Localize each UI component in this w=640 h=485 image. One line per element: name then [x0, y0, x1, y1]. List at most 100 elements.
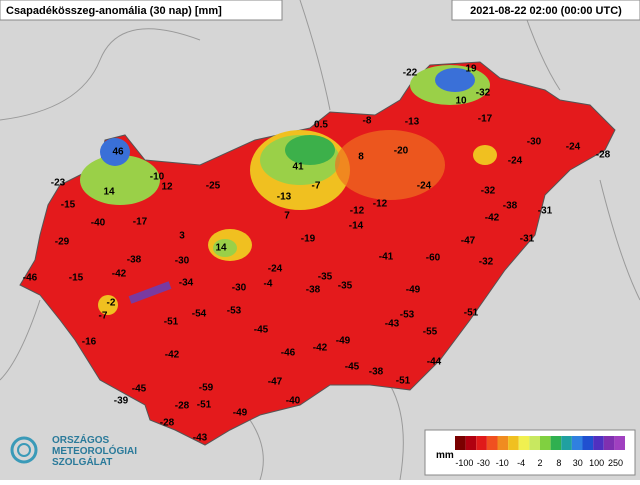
station-value: -2 [107, 298, 116, 309]
station-value: -51 [164, 317, 179, 328]
station-value: -49 [336, 336, 351, 347]
station-value: -47 [461, 236, 476, 247]
station-value: -7 [99, 311, 108, 322]
logo: ORSZÁGOS METEOROLÓGIAI SZOLGÁLAT [10, 433, 137, 468]
station-value: -38 [503, 201, 518, 212]
legend-swatch [486, 436, 498, 450]
station-value: -46 [23, 273, 38, 284]
legend-swatch [571, 436, 583, 450]
station-value: -38 [306, 285, 321, 296]
station-value: -45 [345, 362, 360, 373]
station-value: -30 [527, 137, 542, 148]
station-value: 14 [215, 243, 227, 254]
station-value: -49 [406, 285, 421, 296]
legend-swatch [455, 436, 466, 450]
country [19, 61, 616, 446]
legend-label: 8 [556, 458, 561, 468]
station-value: -30 [232, 283, 247, 294]
station-value: -38 [369, 367, 384, 378]
legend-swatch [465, 436, 477, 450]
station-value: 14 [103, 187, 115, 198]
legend-swatch [614, 436, 625, 450]
legend-swatch [508, 436, 519, 450]
station-value: -51 [197, 400, 212, 411]
legend-label: -4 [517, 458, 525, 468]
station-value: 41 [292, 162, 304, 173]
legend-swatch [550, 436, 562, 450]
station-value: -54 [192, 309, 207, 320]
station-value: -35 [318, 272, 333, 283]
station-value: -30 [175, 256, 190, 267]
station-value: -32 [479, 257, 494, 268]
station-value: -47 [268, 377, 283, 388]
station-value: 7 [284, 211, 290, 222]
station-value: -59 [199, 383, 214, 394]
station-value: -14 [349, 221, 364, 232]
legend-label: 100 [589, 458, 604, 468]
station-value: -17 [133, 217, 148, 228]
station-value: -40 [286, 396, 301, 407]
station-value: -28 [175, 401, 190, 412]
station-value: -45 [254, 325, 269, 336]
station-value: -55 [423, 327, 438, 338]
station-value: -12 [373, 199, 388, 210]
station-value: 10 [455, 96, 467, 107]
station-value: -42 [112, 269, 127, 280]
station-value: -53 [400, 310, 415, 321]
station-value: -35 [338, 281, 353, 292]
station-value: -16 [82, 337, 97, 348]
date-box [451, 0, 640, 21]
legend-swatch [540, 436, 551, 450]
title-box [0, 0, 283, 21]
legend-label: 2 [537, 458, 542, 468]
station-labels: -22 19 -32 10 -17 0.5 -8 -13 8 -20 -30 -24 -28 -24 46 4… [23, 64, 611, 444]
station-value: -12 [350, 206, 365, 217]
station-value: -24 [566, 142, 581, 153]
station-value: -8 [363, 116, 372, 127]
station-value: 8 [358, 152, 364, 163]
station-value: -38 [127, 255, 142, 266]
station-value: -31 [538, 206, 553, 217]
station-value: -24 [268, 264, 283, 275]
station-value: -42 [485, 213, 500, 224]
title: Csapadékösszeg-anomália (30 nap) [mm] [6, 5, 222, 17]
station-value: -29 [55, 237, 70, 248]
station-value: -40 [91, 218, 106, 229]
logo-line: SZOLGÁLAT [52, 455, 112, 468]
station-value: -19 [301, 234, 316, 245]
station-value: -42 [313, 343, 328, 354]
station-value: -32 [481, 186, 496, 197]
station-value: -15 [61, 200, 76, 211]
legend-swatch [518, 436, 530, 450]
station-value: -46 [281, 348, 296, 359]
station-value: -24 [417, 181, 432, 192]
legend-label: -30 [477, 458, 490, 468]
station-value: -44 [427, 357, 442, 368]
station-value: -10 [150, 172, 165, 183]
legend-swatch [603, 436, 615, 450]
station-value: -41 [379, 252, 394, 263]
station-value: -31 [520, 234, 535, 245]
station-value: -53 [227, 306, 242, 317]
legend-label: 250 [608, 458, 623, 468]
station-value: -22 [403, 68, 418, 79]
station-value: 0.5 [314, 120, 328, 131]
station-value: -49 [233, 408, 248, 419]
station-value: 19 [465, 64, 477, 75]
date: 2021-08-22 02:00 (00:00 UTC) [470, 5, 622, 17]
station-value: -13 [405, 117, 420, 128]
station-value: -25 [206, 181, 221, 192]
logo-line: METEOROLÓGIAI [52, 444, 137, 457]
station-value: -39 [114, 396, 129, 407]
station-value: -15 [69, 273, 84, 284]
station-value: -32 [476, 88, 491, 99]
station-value: -23 [51, 178, 66, 189]
legend-label: 30 [573, 458, 583, 468]
legend-swatch [593, 436, 604, 450]
station-value: -17 [478, 114, 493, 125]
legend-label: -10 [496, 458, 509, 468]
station-value: -24 [508, 156, 523, 167]
legend: -100 -30 -10 -4 2 8 30 100 250 [455, 436, 625, 468]
